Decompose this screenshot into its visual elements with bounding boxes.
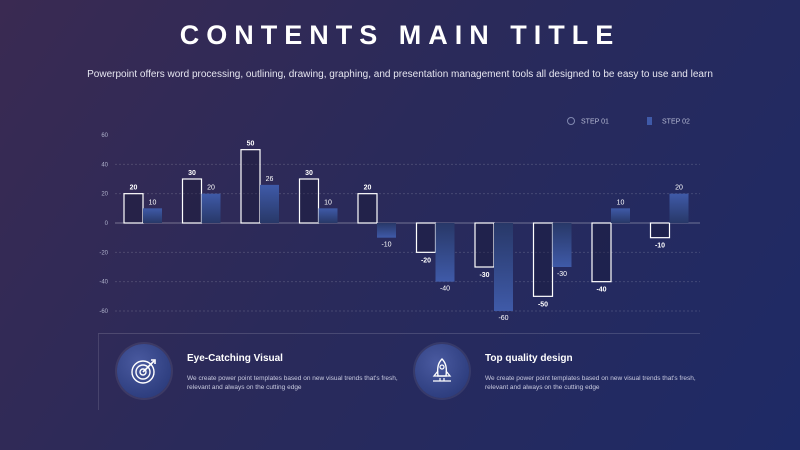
bar-step02 xyxy=(318,208,338,223)
target-icon xyxy=(117,344,171,398)
legend-swatch-step02 xyxy=(647,117,652,125)
bar-step02 xyxy=(260,184,279,223)
bar-step01 xyxy=(474,222,495,268)
data-label-step02: 10 xyxy=(324,199,332,206)
feature-top-quality: Top quality design We create power point… xyxy=(415,344,715,404)
bar-chart: 60 40 20 0 -20 -40 -60 20 10 30 20 50 26 30 10 20 -10 -2… xyxy=(99,117,690,322)
bar-step02 xyxy=(377,223,396,238)
legend-label-step01: STEP 01 xyxy=(581,119,609,126)
data-label-step01: -10 xyxy=(655,243,665,250)
y-tick-label: 60 xyxy=(101,133,108,139)
bar-step02 xyxy=(552,223,572,267)
cards-divider xyxy=(98,333,700,334)
bar-step01 xyxy=(240,149,261,224)
data-label-step01: 20 xyxy=(130,185,138,192)
bar-step01 xyxy=(591,222,612,283)
data-label-step02: -40 xyxy=(440,286,450,293)
y-tick-label: -60 xyxy=(99,309,108,315)
y-tick-label: -20 xyxy=(99,250,108,256)
data-label-step02: 20 xyxy=(207,185,215,192)
data-label-step02: 20 xyxy=(675,185,683,192)
y-tick-label: 0 xyxy=(105,221,109,227)
bar-step01 xyxy=(532,222,554,297)
bar-step01 xyxy=(649,222,671,239)
y-tick-label: -40 xyxy=(99,280,108,286)
data-label-step01: -40 xyxy=(596,287,606,294)
bar-step02 xyxy=(201,193,221,223)
data-label-step02: 10 xyxy=(617,199,625,206)
bar-step01 xyxy=(181,178,203,224)
data-label-step01: 20 xyxy=(364,185,372,192)
bar-step01 xyxy=(415,222,437,253)
legend-label-step02: STEP 02 xyxy=(662,119,690,126)
feature-description: We create power point templates based on… xyxy=(187,375,398,391)
data-label-step01: -30 xyxy=(479,272,489,279)
page-subtitle: Powerpoint offers word processing, outli… xyxy=(87,69,713,80)
cards-left-border xyxy=(98,334,99,410)
feature-eye-catching: Eye-Catching Visual We create power poin… xyxy=(117,344,417,404)
data-label-step02: -30 xyxy=(557,271,567,278)
data-label-step01: -50 xyxy=(538,301,548,308)
rocket-icon xyxy=(415,344,469,398)
feature-description: We create power point templates based on… xyxy=(485,375,696,391)
bar-step02 xyxy=(669,193,689,223)
feature-title: Top quality design xyxy=(485,353,573,364)
y-tick-label: 20 xyxy=(101,192,108,198)
legend-swatch-step01 xyxy=(567,117,575,125)
data-label-step01: -20 xyxy=(421,257,431,264)
bar-step01 xyxy=(123,193,144,224)
data-label-step02: -60 xyxy=(498,315,508,322)
data-label-step02: 26 xyxy=(266,176,274,183)
data-label-step02: 10 xyxy=(149,199,157,206)
data-label-step01: 30 xyxy=(305,170,313,177)
bar-step02 xyxy=(494,223,513,311)
y-tick-label: 40 xyxy=(101,162,108,168)
data-label-step01: 50 xyxy=(247,141,255,148)
page-title: CONTENTS MAIN TITLE xyxy=(179,20,621,50)
data-label-step02: -10 xyxy=(381,242,391,249)
feature-title: Eye-Catching Visual xyxy=(187,353,283,364)
bar-step01 xyxy=(357,193,378,224)
bar-step02 xyxy=(435,223,455,282)
bar-step01 xyxy=(298,178,320,224)
bar-step02 xyxy=(611,208,630,223)
data-label-step01: 30 xyxy=(188,170,196,177)
bar-step02 xyxy=(143,208,162,223)
